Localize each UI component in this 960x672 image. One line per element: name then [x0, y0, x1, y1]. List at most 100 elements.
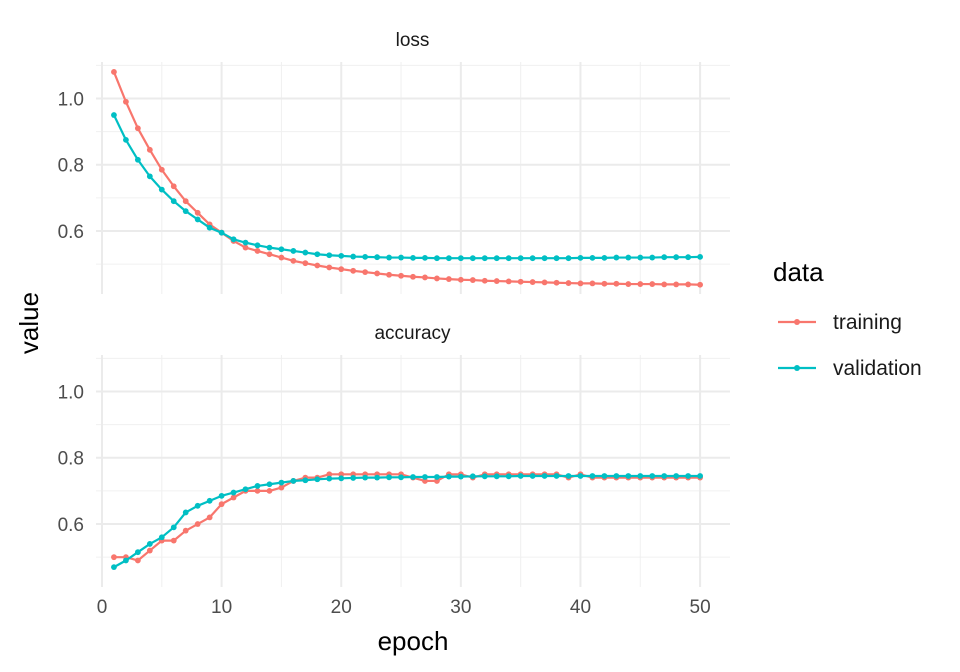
legend: data training validation [773, 257, 922, 380]
data-point-training [338, 266, 345, 273]
legend-key-point-validation [794, 365, 800, 371]
data-point-validation [541, 255, 548, 262]
data-point-training [278, 254, 285, 261]
data-point-training [266, 487, 273, 494]
data-point-validation [410, 254, 416, 261]
x-tick-label: 30 [450, 597, 471, 618]
data-point-validation [469, 473, 476, 480]
x-tick-label: 50 [690, 597, 711, 618]
data-point-training [649, 281, 656, 287]
data-point-training [290, 257, 297, 264]
legend-label-validation: validation [833, 357, 922, 380]
data-point-training [146, 547, 153, 554]
data-point-training [673, 281, 680, 288]
data-point-training [517, 278, 524, 285]
data-point-training [134, 557, 141, 564]
data-point-validation [206, 224, 213, 231]
facet-strip-label: accuracy [374, 323, 451, 344]
series-training [111, 471, 703, 564]
data-point-validation [601, 254, 608, 261]
data-point-validation [434, 255, 440, 262]
data-point-validation [517, 255, 524, 262]
data-point-validation [505, 473, 512, 480]
gridlines [96, 355, 730, 587]
data-point-validation [422, 474, 428, 480]
legend-title: data [773, 257, 824, 287]
data-point-training [111, 554, 117, 561]
data-point-validation [290, 248, 297, 254]
data-point-validation [182, 509, 189, 516]
data-point-training [541, 279, 548, 286]
data-point-validation [266, 481, 273, 488]
data-point-validation [541, 473, 548, 479]
data-point-validation [685, 473, 692, 479]
data-point-training [182, 527, 189, 534]
facet-panels: loss 0.6 0.8 1.0 accuracy 0.6 0.8 1.0 0 10 20 30 40 5… [58, 30, 730, 618]
data-point-validation [314, 251, 321, 258]
data-point-validation [326, 475, 333, 482]
data-point-validation [398, 474, 404, 481]
data-point-training [314, 262, 321, 269]
series-line-training [113, 473, 701, 562]
data-point-training [338, 471, 345, 478]
x-tick-label: 0 [97, 597, 108, 618]
series-validation [111, 112, 703, 262]
data-point-validation [350, 475, 357, 481]
data-point-validation [529, 255, 536, 262]
data-point-training [661, 281, 668, 288]
y-tick-label: 0.6 [58, 222, 84, 243]
data-point-training [493, 278, 500, 284]
y-tick-label: 0.6 [58, 515, 84, 536]
data-point-validation [158, 186, 165, 193]
y-tick-label: 0.8 [58, 156, 84, 177]
data-point-validation [146, 541, 153, 547]
data-point-training [158, 166, 165, 173]
data-point-training [254, 487, 261, 494]
data-point-validation [374, 474, 381, 481]
legend-key-point-training [794, 319, 800, 325]
data-point-training [637, 281, 644, 287]
data-point-validation [170, 524, 177, 531]
data-point-validation [457, 255, 464, 262]
data-point-validation [673, 473, 680, 479]
data-point-validation [685, 254, 692, 261]
data-point-validation [553, 255, 560, 262]
data-point-training [457, 276, 464, 283]
data-point-validation [661, 473, 668, 479]
data-point-validation [613, 473, 620, 479]
data-point-validation [386, 474, 392, 481]
data-point-validation [410, 474, 416, 480]
data-point-validation [445, 255, 452, 262]
data-point-validation [374, 254, 381, 261]
y-tick-label: 1.0 [58, 89, 84, 110]
y-tick-label: 0.8 [58, 449, 84, 470]
data-point-validation [553, 473, 560, 479]
data-point-training [589, 280, 596, 287]
data-point-training [230, 494, 237, 501]
data-point-training [254, 248, 261, 254]
data-point-validation [242, 486, 249, 493]
data-point-training [613, 280, 620, 287]
data-point-training [302, 260, 309, 267]
data-point-training [111, 69, 117, 75]
data-point-training [266, 251, 273, 258]
data-point-validation [134, 549, 141, 556]
data-point-validation [134, 156, 141, 163]
data-point-validation [637, 473, 644, 479]
data-point-training [242, 244, 249, 251]
data-point-validation [146, 173, 153, 180]
data-point-validation [469, 255, 476, 262]
y-axis-title: value [14, 292, 44, 354]
data-point-validation [649, 473, 656, 479]
data-point-validation [362, 253, 369, 260]
data-point-validation [481, 473, 488, 480]
data-point-training [410, 273, 416, 280]
data-point-validation [266, 244, 273, 251]
data-point-validation [302, 249, 309, 256]
data-point-training [170, 537, 177, 544]
data-point-training [326, 471, 333, 478]
x-axis-title: epoch [378, 626, 449, 656]
data-point-validation [242, 239, 249, 246]
data-point-training [326, 264, 333, 271]
data-point-validation [326, 252, 333, 259]
